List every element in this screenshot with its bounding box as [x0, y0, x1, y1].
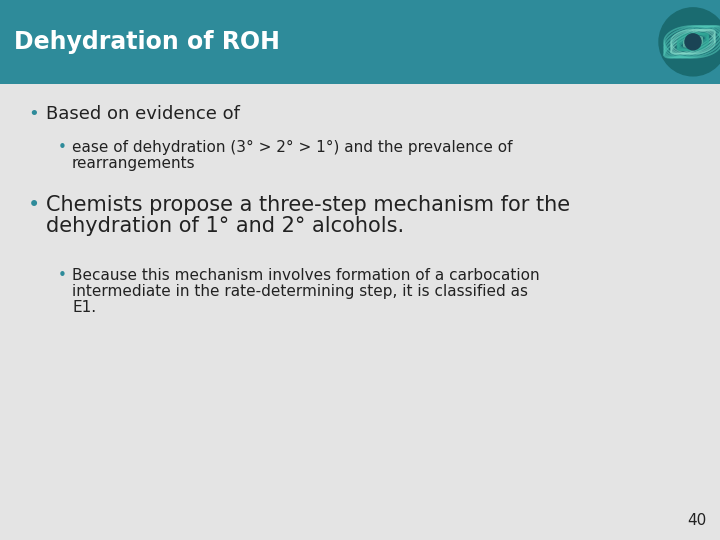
Text: •: •	[58, 268, 67, 283]
Text: rearrangements: rearrangements	[72, 156, 196, 171]
Circle shape	[685, 34, 701, 50]
FancyBboxPatch shape	[0, 0, 720, 84]
Circle shape	[659, 8, 720, 76]
Text: Based on evidence of: Based on evidence of	[46, 105, 240, 123]
Text: •: •	[28, 195, 40, 215]
Text: dehydration of 1° and 2° alcohols.: dehydration of 1° and 2° alcohols.	[46, 216, 404, 236]
Text: •: •	[58, 140, 67, 155]
Text: intermediate in the rate-determining step, it is classified as: intermediate in the rate-determining ste…	[72, 284, 528, 299]
Text: ease of dehydration (3° > 2° > 1°) and the prevalence of: ease of dehydration (3° > 2° > 1°) and t…	[72, 140, 513, 155]
Text: Dehydration of ROH: Dehydration of ROH	[14, 30, 280, 54]
Text: 40: 40	[687, 513, 706, 528]
Text: Chemists propose a three-step mechanism for the: Chemists propose a three-step mechanism …	[46, 195, 570, 215]
Text: Because this mechanism involves formation of a carbocation: Because this mechanism involves formatio…	[72, 268, 539, 283]
Text: •: •	[28, 105, 39, 123]
Text: E1.: E1.	[72, 300, 96, 315]
